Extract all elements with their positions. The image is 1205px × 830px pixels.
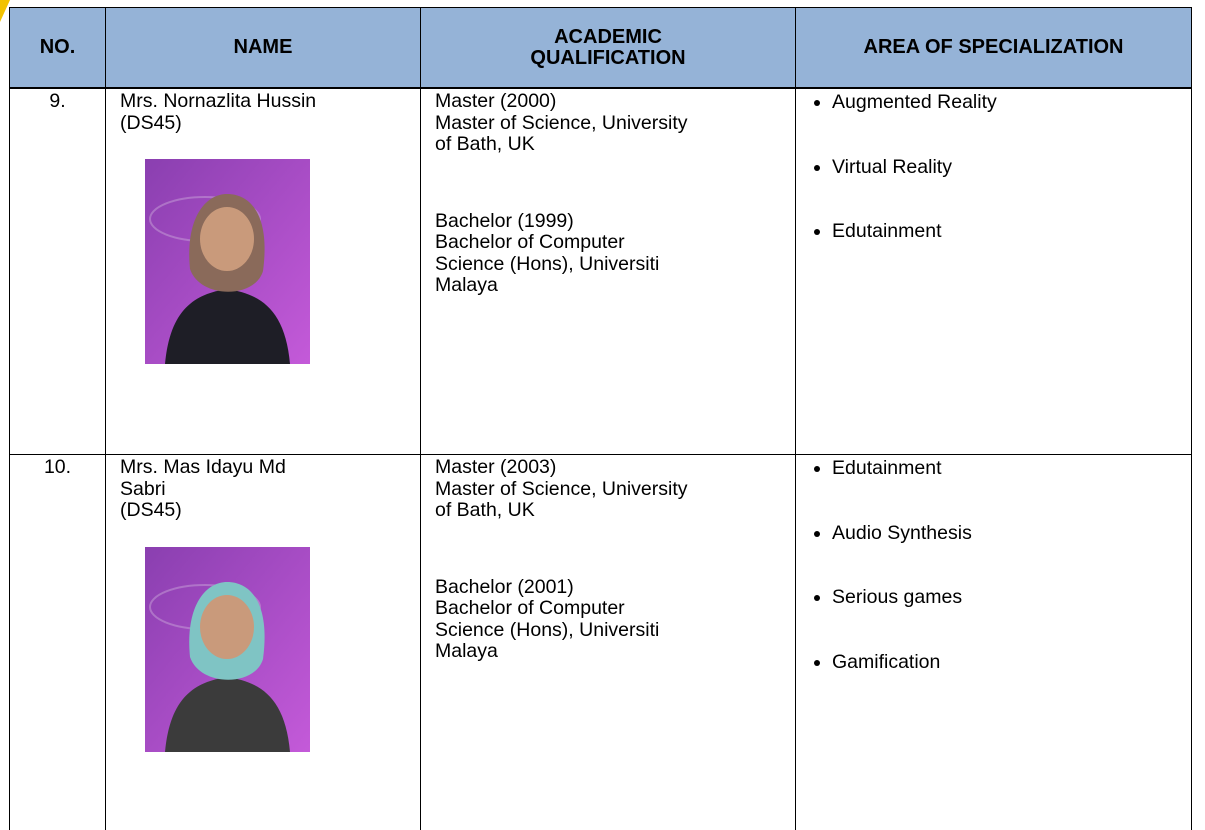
qualification-line: Bachelor of Computer (435, 231, 625, 253)
specialization: Serious games (832, 586, 1192, 609)
qualification-line: Science (Hons), Universiti (435, 618, 660, 641)
header-name: NAME (105, 7, 421, 88)
specialization-cell: Edutainment Audio Synthesis Serious games G… (795, 454, 1192, 830)
row-border (9, 88, 1192, 89)
qualification: Bachelor (2001) Bachelor of Computer Scien… (435, 575, 795, 663)
qualification-cell: Master (2000) Master of Science, Universi… (420, 88, 795, 454)
qualification-line: Bachelor of Computer (435, 597, 625, 619)
table-right-border (1191, 88, 1192, 830)
row-number: 9. (49, 90, 66, 112)
header-qualification-text: ACADEMIC QUALIFICATION (530, 25, 686, 69)
qualification-line: Master of Science, University (435, 111, 688, 134)
qualification: Master (2003) Master of Science, Universi… (435, 456, 795, 522)
qualification-title: Master (2003) (435, 456, 557, 478)
header-no: NO. (9, 7, 106, 88)
name-line: Sabri (120, 477, 166, 500)
name-line: (DS45) (120, 499, 182, 521)
qualification-cell: Master (2003) Master of Science, Universi… (420, 454, 795, 830)
qualification-line: Master of Science, University (435, 477, 688, 500)
qualification-title: Bachelor (2001) (435, 575, 574, 598)
no-cell: 9. (9, 88, 105, 454)
specialization: Gamification (832, 651, 1192, 674)
specialization-cell: Augmented Reality Virtual Reality Edutainm… (795, 88, 1192, 454)
name-line: Mrs. Mas Idayu Md (120, 456, 286, 478)
row-border (9, 454, 1192, 455)
specialization: Augmented Reality (832, 91, 1192, 114)
no-cell: 10. (9, 454, 105, 830)
name-line: (DS45) (120, 111, 182, 134)
name-line: Mrs. Nornazlita Hussin (120, 90, 317, 112)
qualification-line: Malaya (435, 274, 498, 296)
header-qualification: ACADEMIC QUALIFICATION (420, 7, 796, 88)
photo (145, 159, 310, 364)
qualification-line: Science (Hons), Universiti (435, 252, 660, 275)
specialization-list: Edutainment Audio Synthesis Serious games G… (796, 454, 1192, 673)
qualification-line: Malaya (435, 640, 498, 662)
qualification-title: Bachelor (1999) (435, 209, 574, 232)
qualification-line: of Bath, UK (435, 499, 535, 521)
specialization: Edutainment (832, 457, 1192, 480)
specialization: Virtual Reality (832, 156, 1192, 179)
portrait-photo (145, 159, 310, 364)
name-cell: Mrs. Nornazlita Hussin (DS45) (105, 88, 420, 454)
portrait-photo (145, 546, 310, 752)
qualification: Bachelor (1999) Bachelor of Computer Scien… (435, 209, 795, 297)
specialization: Audio Synthesis (832, 522, 1192, 545)
qualification-line: of Bath, UK (435, 133, 535, 155)
specialization: Edutainment (832, 220, 1192, 243)
specialization-list: Augmented Reality Virtual Reality Edutainm… (796, 88, 1192, 243)
photo (145, 546, 310, 752)
name-cell: Mrs. Mas Idayu Md Sabri (DS45) (105, 454, 420, 830)
qualification: Master (2000) Master of Science, Universi… (435, 90, 795, 156)
corner-decoration (0, 0, 10, 22)
row-number: 10. (43, 456, 72, 478)
qualification-title: Master (2000) (435, 90, 557, 112)
header-specialization: AREA OF SPECIALIZATION (795, 7, 1192, 88)
